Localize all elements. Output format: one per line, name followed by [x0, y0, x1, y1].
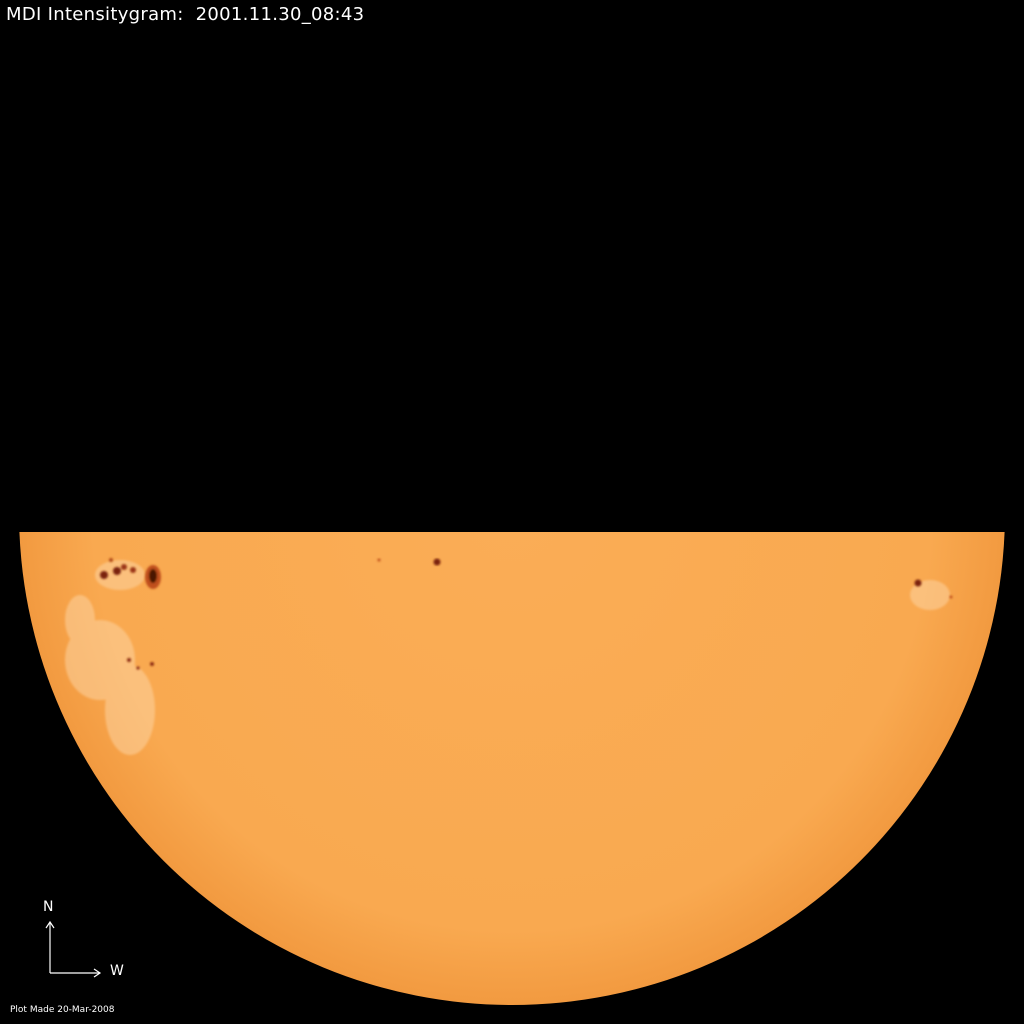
- image-title: MDI Intensitygram: 2001.11.30_08:43: [6, 4, 365, 25]
- compass-arrows: [45, 920, 102, 978]
- north-label: N: [43, 899, 54, 915]
- faculae: [65, 560, 950, 755]
- sunspot-west: [914, 579, 953, 599]
- sunspot-group-east: [100, 558, 161, 670]
- plot-date-footer: Plot Made 20-Mar-2008: [10, 1005, 115, 1015]
- solar-disk: [19, 532, 1005, 1005]
- sunspot-central: [377, 558, 441, 566]
- west-label: W: [110, 963, 124, 979]
